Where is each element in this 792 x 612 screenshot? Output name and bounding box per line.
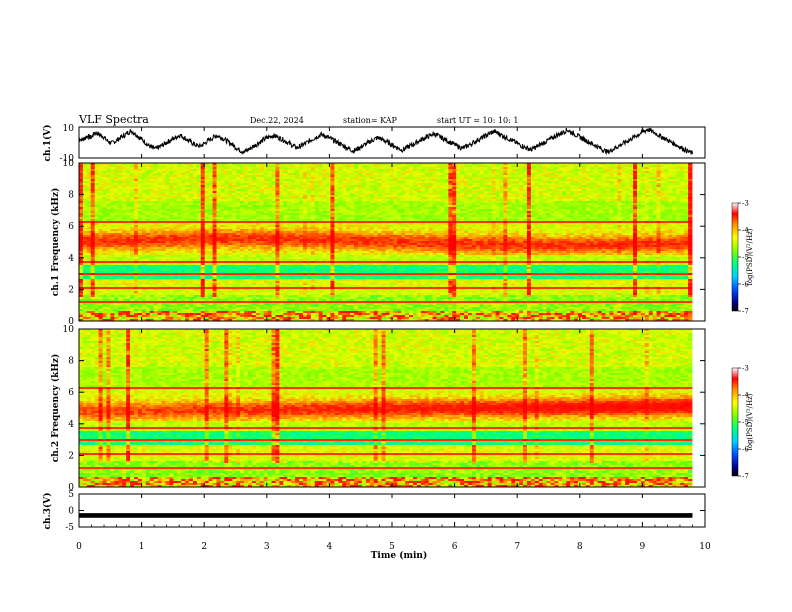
- ch1-waveform-panel: 10 -10 ch.1(V): [42, 124, 705, 164]
- station-label: station= KAP: [343, 116, 398, 125]
- chart-title: VLF Spectra: [78, 113, 149, 126]
- ch1-spectrogram-heatmap: [79, 163, 692, 321]
- date-label: Dec.22, 2024: [250, 116, 304, 125]
- ch1-ytick-max: 10: [63, 124, 75, 134]
- ch1-waveform-frame: [79, 127, 705, 158]
- vlf-spectra-figure: VLF Spectra Dec.22, 2024 station= KAP st…: [0, 0, 792, 612]
- start-ut-label: start UT = 10: 10: 1: [437, 116, 518, 125]
- ch1-ylabel: ch.1(V): [42, 125, 53, 162]
